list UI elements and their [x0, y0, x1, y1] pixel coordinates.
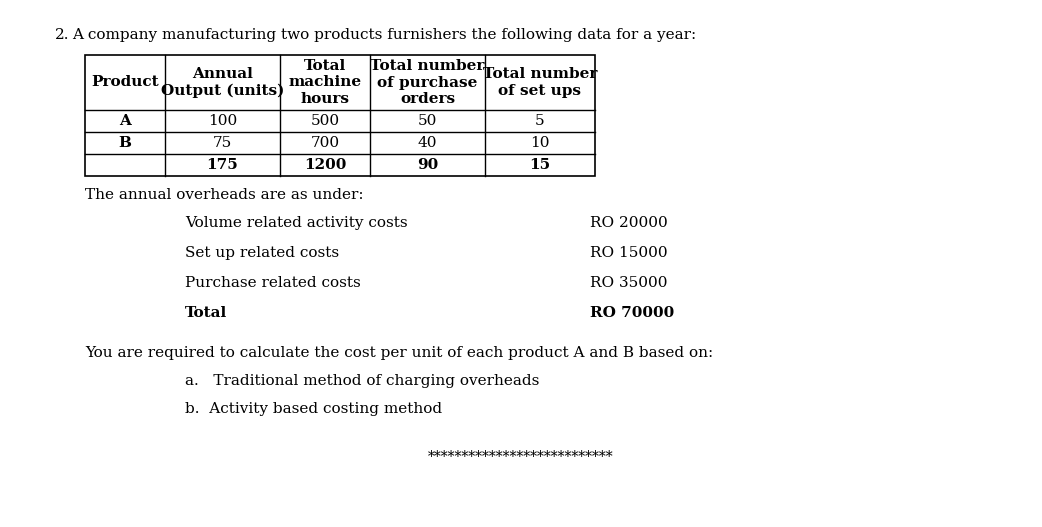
- Text: Set up related costs: Set up related costs: [185, 246, 339, 260]
- Text: 90: 90: [417, 158, 438, 172]
- Text: A: A: [119, 114, 131, 128]
- Text: The annual overheads are as under:: The annual overheads are as under:: [85, 188, 364, 202]
- Text: 2.: 2.: [55, 28, 70, 42]
- Text: b.  Activity based costing method: b. Activity based costing method: [185, 402, 442, 416]
- Text: Total: Total: [185, 306, 227, 320]
- Text: Total number
of purchase
orders: Total number of purchase orders: [370, 60, 485, 106]
- Text: 100: 100: [207, 114, 238, 128]
- Text: Total number
of set ups: Total number of set ups: [482, 67, 597, 97]
- Text: 15: 15: [529, 158, 550, 172]
- Text: ***************************: ***************************: [428, 450, 614, 464]
- Text: RO 15000: RO 15000: [590, 246, 668, 260]
- Text: 500: 500: [311, 114, 340, 128]
- Text: 40: 40: [418, 136, 438, 150]
- Text: a.   Traditional method of charging overheads: a. Traditional method of charging overhe…: [185, 374, 540, 388]
- Text: 700: 700: [311, 136, 340, 150]
- Text: Annual
Output (units): Annual Output (units): [160, 67, 284, 98]
- Text: 75: 75: [213, 136, 232, 150]
- Text: RO 20000: RO 20000: [590, 216, 668, 230]
- Text: B: B: [119, 136, 131, 150]
- Bar: [85, 55, 595, 176]
- Text: 10: 10: [530, 136, 550, 150]
- Text: Product: Product: [92, 75, 158, 90]
- Text: 1200: 1200: [304, 158, 346, 172]
- Text: RO 35000: RO 35000: [590, 276, 668, 290]
- Text: You are required to calculate the cost per unit of each product A and B based on: You are required to calculate the cost p…: [85, 346, 714, 360]
- Text: Volume related activity costs: Volume related activity costs: [185, 216, 407, 230]
- Text: 5: 5: [536, 114, 545, 128]
- Text: A company manufacturing two products furnishers the following data for a year:: A company manufacturing two products fur…: [72, 28, 696, 42]
- Text: 175: 175: [206, 158, 239, 172]
- Text: RO 70000: RO 70000: [590, 306, 674, 320]
- Text: Total
machine
hours: Total machine hours: [289, 60, 362, 106]
- Text: 50: 50: [418, 114, 438, 128]
- Text: Purchase related costs: Purchase related costs: [185, 276, 361, 290]
